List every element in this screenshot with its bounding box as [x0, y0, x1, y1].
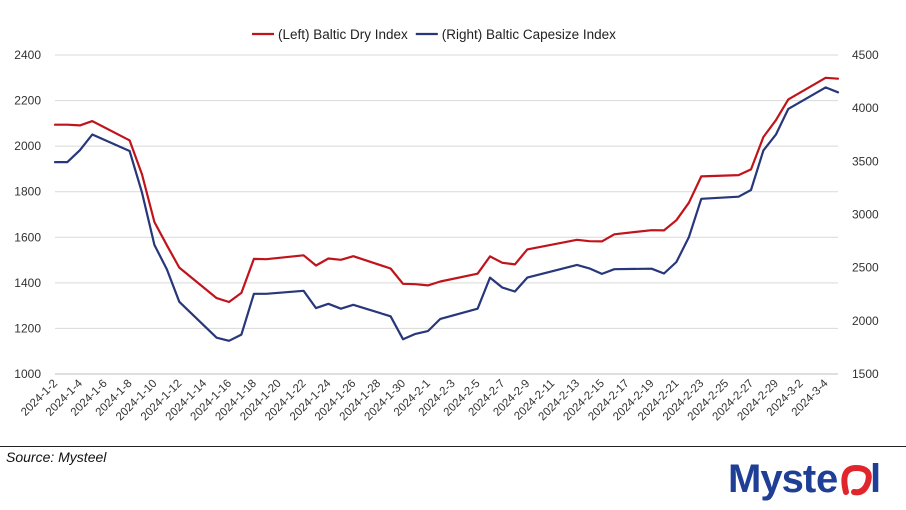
footer: Source: Mysteel Myst e l	[0, 446, 906, 510]
y-right-tick-label: 2500	[852, 261, 879, 275]
y-left-tick-label: 1600	[14, 230, 41, 244]
legend-label-2: (Right) Baltic Capesize Index	[442, 27, 616, 42]
y-right-tick-label: 2000	[852, 314, 879, 328]
y-axis-right: 1500 2000 2500 3000 3500 4000 4500	[852, 48, 879, 381]
y-left-tick-label: 1800	[14, 185, 41, 199]
mysteel-logo: Myst e l	[728, 457, 881, 501]
x-axis: 2024-1-22024-1-42024-1-62024-1-82024-1-1…	[19, 373, 838, 423]
y-left-tick-label: 2400	[14, 48, 41, 62]
legend: (Left) Baltic Dry Index (Right) Baltic Ca…	[252, 27, 616, 42]
footer-divider	[0, 446, 906, 447]
y-left-tick-label: 1400	[14, 276, 41, 290]
y-right-tick-label: 1500	[852, 367, 879, 381]
y-right-tick-label: 3000	[852, 208, 879, 222]
source-note: Source: Mysteel	[6, 449, 107, 465]
series-line-2	[53, 86, 840, 342]
series-lines	[53, 76, 840, 342]
svg-text:l: l	[870, 457, 881, 501]
svg-text:e: e	[816, 457, 838, 501]
grid-lines	[55, 54, 838, 375]
y-left-tick-label: 2200	[14, 94, 41, 108]
y-left-tick-label: 2000	[14, 139, 41, 153]
legend-label-1: (Left) Baltic Dry Index	[278, 27, 408, 42]
svg-text:Myst: Myst	[728, 457, 816, 501]
y-left-tick-label: 1200	[14, 321, 41, 335]
y-axis-left: 1000 1200 1400 1600 1800 2000 2200 2400	[14, 48, 41, 381]
chart: 1000 1200 1400 1600 1800 2000 2200 2400 1500 200…	[14, 27, 879, 423]
y-right-tick-label: 3500	[852, 154, 879, 168]
series-line-1	[53, 76, 840, 304]
y-right-tick-label: 4000	[852, 101, 879, 115]
y-left-tick-label: 1000	[14, 367, 41, 381]
y-right-tick-label: 4500	[852, 48, 879, 62]
